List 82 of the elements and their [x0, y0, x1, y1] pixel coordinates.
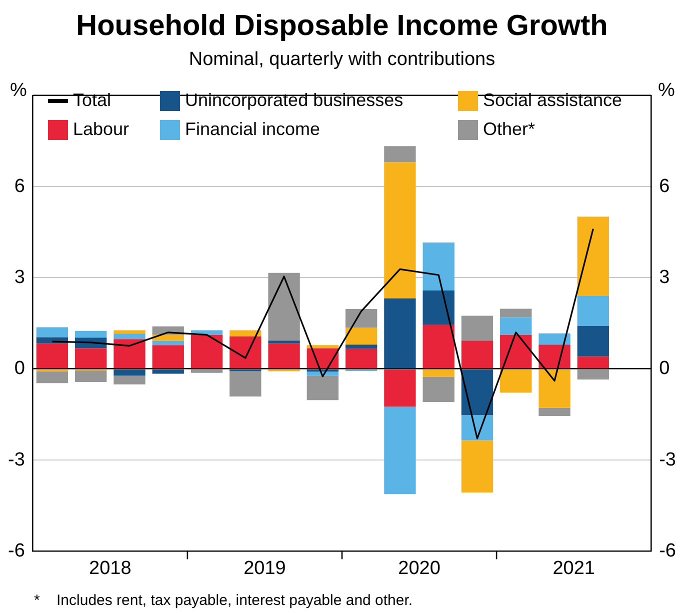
bar [230, 336, 262, 368]
bar [36, 371, 68, 384]
text: * Includes rent, tax payable, interest payable and other. [34, 592, 413, 609]
bar [422, 370, 454, 377]
y2-tick-label: 0 [659, 358, 670, 380]
bar [500, 334, 532, 368]
chart-subtitle: Nominal, quarterly with contributions [188, 49, 496, 71]
y-axis-title: % [10, 80, 27, 102]
bar [461, 415, 494, 440]
bar [500, 308, 532, 318]
y2-axis-title: % [658, 80, 675, 102]
x-tick-label: 2018 [89, 558, 132, 579]
legend-label: Social assistance [483, 90, 622, 111]
bar [422, 324, 454, 368]
bar [152, 340, 184, 346]
bar [538, 344, 570, 368]
bar [577, 326, 609, 356]
bar [345, 348, 378, 368]
bar [345, 328, 378, 345]
legend-label: Unincorporated businesses [185, 90, 404, 111]
y-tick-label: 3 [14, 266, 25, 288]
bar [538, 370, 570, 408]
bar [114, 339, 146, 368]
bar [577, 296, 609, 326]
bar [306, 376, 339, 400]
bar [345, 344, 378, 349]
bar [538, 408, 570, 416]
bar [577, 356, 609, 368]
bar [268, 343, 300, 368]
y2-tick-label: -3 [659, 449, 676, 470]
bar [152, 345, 184, 368]
bar [461, 440, 494, 493]
bar [306, 345, 339, 348]
y-tick-label: -6 [8, 540, 25, 562]
x-tick-label: 2021 [552, 558, 595, 579]
bar [500, 317, 532, 335]
bar [190, 370, 223, 373]
bar [538, 333, 570, 345]
bar [384, 298, 416, 368]
legend-label: Financial income [185, 119, 320, 140]
bar [461, 316, 494, 341]
bar [422, 242, 454, 290]
bar [577, 216, 609, 296]
bar [75, 370, 107, 382]
bar [75, 348, 107, 368]
y-tick-label: 0 [14, 358, 25, 380]
bar [422, 290, 454, 325]
bar [152, 370, 184, 374]
bar [345, 309, 378, 328]
x-tick-label: 2020 [398, 558, 440, 579]
bar [190, 334, 223, 368]
bar [114, 330, 146, 334]
y2-tick-label: -6 [659, 540, 676, 562]
bar [114, 376, 146, 384]
y-tick-label: 6 [14, 176, 25, 197]
bar [384, 146, 416, 162]
y2-tick-label: 3 [659, 266, 670, 288]
legend-label: Other* [483, 119, 536, 140]
y-tick-label: -3 [8, 449, 25, 470]
bar [461, 370, 494, 416]
bar [422, 376, 454, 402]
bar [384, 370, 416, 407]
bar [461, 340, 494, 368]
bar [230, 330, 262, 336]
bar [500, 370, 532, 393]
bar [152, 334, 184, 341]
bar [36, 343, 68, 368]
bar [114, 370, 146, 376]
bar [577, 370, 609, 380]
y2-tick-label: 6 [659, 176, 670, 197]
bar [384, 406, 416, 494]
bar [36, 327, 68, 338]
chart-title: Household Disposable Income Growth [75, 10, 609, 43]
bar [268, 272, 300, 341]
bar [384, 162, 416, 298]
bar [230, 371, 262, 397]
bar [75, 330, 107, 338]
x-tick-label: 2019 [244, 558, 286, 579]
legend-label: Labour [73, 119, 130, 140]
bar [114, 334, 146, 340]
legend-label: Total [73, 90, 112, 111]
bar [268, 340, 300, 344]
